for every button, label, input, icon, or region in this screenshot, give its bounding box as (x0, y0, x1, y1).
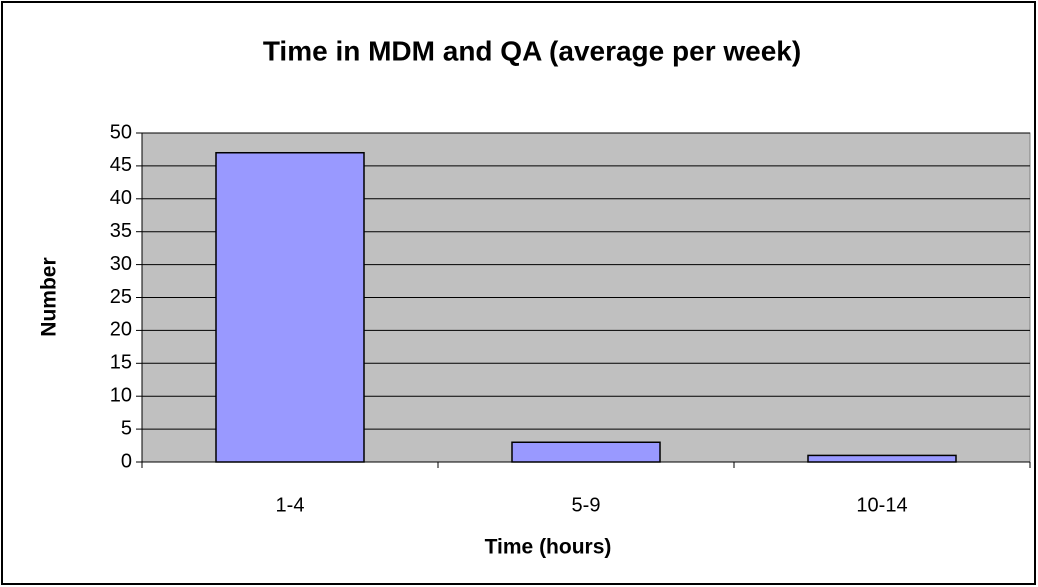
bar (807, 454, 957, 463)
y-tick-label: 45 (110, 154, 132, 176)
x-tick-label: 5-9 (572, 494, 601, 516)
y-tick-label: 25 (110, 286, 132, 308)
x-tick-label: 1-4 (276, 494, 305, 516)
y-tick-label: 0 (121, 450, 132, 472)
y-tick-label: 40 (110, 187, 132, 209)
x-tick-label: 10-14 (856, 494, 907, 516)
y-axis-label: Number (38, 257, 61, 336)
y-tick-label: 10 (110, 384, 132, 406)
bar (215, 151, 365, 463)
y-tick-label: 35 (110, 220, 132, 242)
y-tick-label: 20 (110, 319, 132, 341)
y-tick-label: 30 (110, 253, 132, 275)
y-tick-label: 5 (121, 417, 132, 439)
bar (511, 441, 661, 463)
x-axis-label: Time (hours) (485, 536, 612, 559)
y-tick-label: 15 (110, 352, 132, 374)
y-tick-label: 50 (110, 121, 132, 143)
chart-title: Time in MDM and QA (average per week) (263, 35, 801, 66)
